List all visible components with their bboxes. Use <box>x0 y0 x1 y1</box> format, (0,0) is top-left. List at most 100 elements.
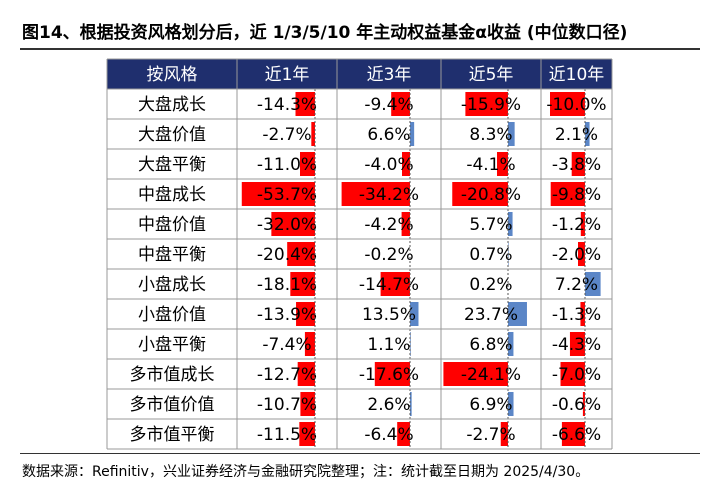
cell-value: -6.4% <box>364 425 413 445</box>
cell-value: 2.1% <box>555 125 598 145</box>
cell-value: -4.3% <box>552 335 601 355</box>
cell-value: -14.3% <box>257 95 317 115</box>
cell-value: -2.7% <box>262 125 311 145</box>
cell-value: 8.3% <box>469 125 512 145</box>
data-bar <box>402 152 410 176</box>
data-bar <box>585 272 601 296</box>
cell-value: -14.7% <box>359 275 419 295</box>
data-bar <box>397 422 410 446</box>
cell-value: -1.2% <box>552 215 601 235</box>
row-label: 多市值成长 <box>130 365 215 385</box>
data-bar <box>443 362 508 386</box>
data-bar <box>580 302 585 326</box>
data-bar <box>296 302 315 326</box>
data-bar <box>401 212 410 236</box>
data-bar <box>580 212 585 236</box>
column-header: 近3年 <box>367 65 412 85</box>
cell-value: -32.0% <box>257 215 317 235</box>
cell-value: 6.6% <box>367 125 410 145</box>
row-label: 大盘平衡 <box>138 155 206 175</box>
cell-value: -10.7% <box>257 395 317 415</box>
data-bar <box>508 302 527 326</box>
cell-value: -24.1% <box>461 365 521 385</box>
data-bar <box>410 392 412 416</box>
cell-value: -2.0% <box>552 245 601 265</box>
footnote-rule <box>20 453 700 454</box>
cell-value: -9.4% <box>364 95 413 115</box>
data-bar <box>410 122 415 146</box>
data-bar <box>571 152 585 176</box>
cell-value: 0.2% <box>469 275 512 295</box>
data-bar <box>341 182 410 206</box>
data-bar <box>582 392 585 416</box>
cell-value: 13.5% <box>362 305 416 325</box>
row-label: 小盘成长 <box>138 275 206 295</box>
data-bar <box>561 422 585 446</box>
cell-value: -10.0% <box>546 95 606 115</box>
data-bar <box>569 332 585 356</box>
column-header: 近10年 <box>549 65 605 85</box>
data-bar <box>410 302 419 326</box>
cell-value: -11.0% <box>257 155 317 175</box>
cell-value: -0.2% <box>364 245 413 265</box>
data-bar <box>304 332 315 356</box>
cell-value: 2.6% <box>367 395 410 415</box>
data-bar <box>500 422 508 446</box>
row-label: 多市值价值 <box>130 395 215 415</box>
cell-value: -20.8% <box>461 185 521 205</box>
cell-value: -4.0% <box>364 155 413 175</box>
data-bar <box>578 242 585 266</box>
data-bar <box>311 122 315 146</box>
row-label: 中盘价值 <box>138 215 206 235</box>
data-bar <box>241 182 315 206</box>
data-bar <box>374 362 410 386</box>
title-rule <box>20 48 700 50</box>
cell-value: -7.0% <box>552 365 601 385</box>
row-label: 大盘价值 <box>138 125 206 145</box>
data-bar <box>380 272 410 296</box>
data-bar <box>295 92 315 116</box>
cell-value: 23.7% <box>464 305 518 325</box>
cell-value: -1.3% <box>552 305 601 325</box>
cell-value: -12.7% <box>257 365 317 385</box>
cell-value: 6.8% <box>469 335 512 355</box>
data-bar <box>550 182 585 206</box>
cell-value: -13.9% <box>257 305 317 325</box>
cell-value: -0.6% <box>552 395 601 415</box>
data-bar <box>300 392 315 416</box>
data-bar <box>391 92 410 116</box>
row-label: 小盘平衡 <box>138 335 206 355</box>
data-bar <box>508 392 514 416</box>
cell-value: -2.7% <box>466 425 515 445</box>
cell-value: -15.9% <box>461 95 521 115</box>
row-label: 中盘平衡 <box>138 245 206 265</box>
data-bar <box>465 92 508 116</box>
data-bar <box>290 272 315 296</box>
row-label: 大盘成长 <box>138 95 206 115</box>
data-bar <box>585 122 590 146</box>
row-label: 中盘成长 <box>138 185 206 205</box>
data-bar <box>550 92 585 116</box>
cell-value: -53.7% <box>257 185 317 205</box>
row-label: 多市值平衡 <box>130 425 215 445</box>
cell-value: -20.4% <box>257 245 317 265</box>
data-bar <box>410 332 411 356</box>
cell-value: -18.1% <box>257 275 317 295</box>
cell-value: -4.1% <box>466 155 515 175</box>
data-bar <box>560 362 585 386</box>
cell-value: -11.5% <box>257 425 317 445</box>
chart-title: 图14、根据投资风格划分后，近 1/3/5/10 年主动权益基金α收益 (中位数… <box>22 23 628 43</box>
data-bar <box>497 152 508 176</box>
cell-value: -7.4% <box>262 335 311 355</box>
cell-value: 7.2% <box>555 275 598 295</box>
corner-header: 按风格 <box>147 65 198 85</box>
cell-value: -6.6% <box>552 425 601 445</box>
cell-value: -34.2% <box>359 185 419 205</box>
cell-value: 5.7% <box>469 215 512 235</box>
column-header: 近1年 <box>265 65 310 85</box>
header-row <box>107 59 612 89</box>
footnote: 数据来源：Refinitiv，兴业证券经济与金融研究院整理；注：统计截至日期为 … <box>22 464 590 480</box>
data-bar <box>300 152 315 176</box>
data-bar <box>287 242 315 266</box>
